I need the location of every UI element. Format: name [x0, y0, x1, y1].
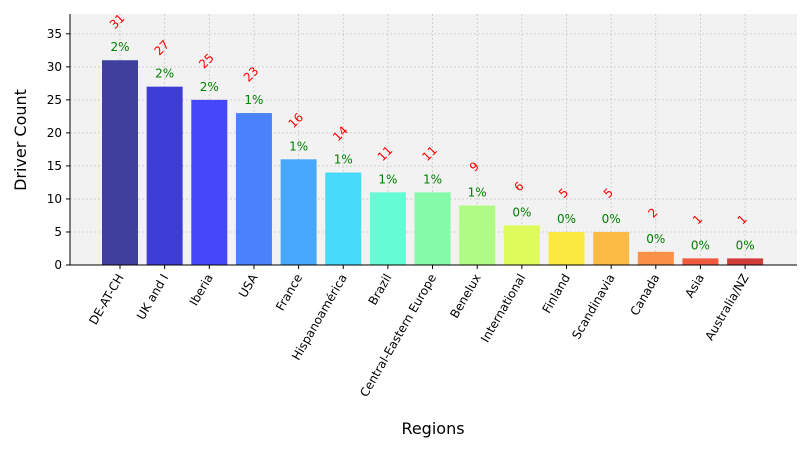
percent-label: 1% — [468, 186, 487, 200]
bar — [325, 172, 362, 265]
percent-label: 1% — [244, 93, 263, 107]
percent-label: 0% — [736, 238, 755, 252]
x-tick-label: Iberia — [187, 272, 216, 309]
bar — [102, 60, 138, 265]
bar — [548, 231, 585, 265]
percent-label: 1% — [289, 139, 308, 153]
x-tick-label: UK and I — [134, 272, 171, 323]
percent-label: 2% — [110, 40, 129, 54]
x-tick-label: France — [273, 272, 305, 314]
x-ticks: DE-AT-CH UK and I Iberia USA FranceHispanoam… — [86, 265, 752, 400]
x-tick-label: International — [478, 272, 528, 345]
y-axis-label: Driver Count — [11, 89, 30, 191]
x-tick-label: Benelux — [447, 272, 483, 321]
x-axis-label: Regions — [401, 419, 464, 438]
y-tick-label: 5 — [54, 225, 62, 239]
bars — [102, 60, 764, 265]
percent-label: 2% — [200, 80, 219, 94]
x-tick-label: DE-AT-CH — [86, 272, 126, 328]
y-tick-label: 0 — [54, 258, 62, 272]
bar — [369, 192, 406, 265]
bar — [235, 113, 272, 265]
x-tick-label: Brazil — [366, 272, 395, 308]
bar — [191, 99, 228, 265]
percent-label: 2% — [155, 67, 174, 81]
percent-label: 0% — [512, 205, 531, 219]
x-tick-label: Scandinavia — [569, 272, 618, 342]
bar — [146, 86, 183, 265]
percent-label: 1% — [334, 153, 353, 167]
percent-label: 0% — [557, 212, 576, 226]
bar — [414, 192, 451, 265]
bar — [459, 205, 496, 265]
y-tick-label: 10 — [47, 192, 62, 206]
y-ticks: 0 5 10 15 20 25 30 35 — [47, 27, 70, 272]
x-tick-label: Central-Eastern Europe — [357, 272, 439, 400]
bar — [682, 258, 719, 265]
y-tick-label: 25 — [47, 93, 62, 107]
x-tick-label: Australia/NZ — [702, 272, 751, 343]
y-tick-label: 20 — [47, 126, 62, 140]
y-tick-label: 35 — [47, 27, 62, 41]
y-tick-label: 30 — [47, 60, 62, 74]
y-tick-label: 15 — [47, 159, 62, 173]
percent-label: 1% — [423, 172, 442, 186]
bar — [280, 159, 317, 265]
bar — [503, 225, 540, 265]
x-tick-label: Asia — [682, 272, 707, 301]
percent-label: 0% — [602, 212, 621, 226]
percent-label: 1% — [378, 172, 397, 186]
percent-label: 0% — [691, 238, 710, 252]
x-tick-label: Finland — [540, 272, 574, 316]
bar — [727, 258, 764, 265]
x-tick-label: USA — [236, 271, 261, 300]
bar — [593, 231, 630, 265]
bar — [637, 251, 674, 265]
percent-labels: 2% 2% 2% 1% 1% 1% 1% 1% 1% 0% 0% 0% 0% 0% 0% — [110, 40, 754, 252]
x-tick-label: Canada — [627, 272, 662, 319]
percent-label: 0% — [646, 232, 665, 246]
